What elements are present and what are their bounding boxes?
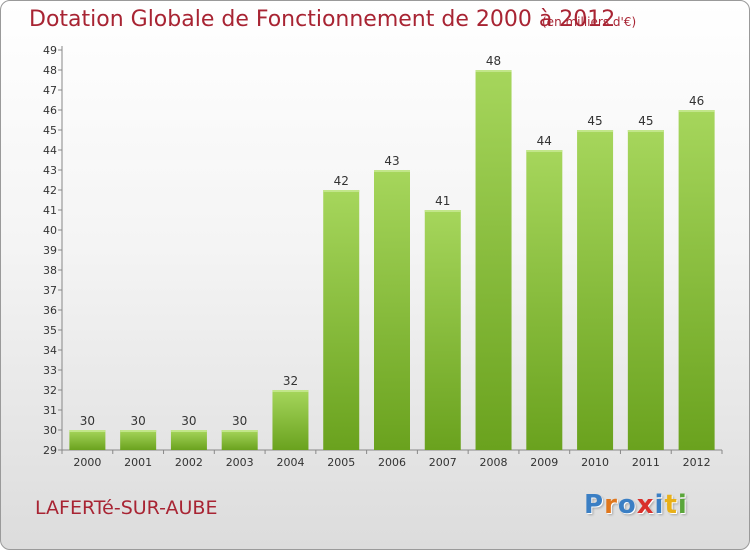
x-tick-label: 2011 bbox=[632, 456, 660, 469]
y-tick-label: 49 bbox=[43, 44, 57, 57]
bar-highlight bbox=[678, 110, 715, 112]
y-tick-label: 38 bbox=[43, 264, 57, 277]
data-label-2002: 30 bbox=[181, 414, 196, 428]
y-tick-label: 36 bbox=[43, 304, 57, 317]
data-label-2007: 41 bbox=[435, 194, 450, 208]
data-label-2012: 46 bbox=[689, 94, 704, 108]
logo-letter: i bbox=[654, 490, 665, 520]
data-label-2006: 43 bbox=[384, 154, 399, 168]
y-tick-label: 48 bbox=[43, 64, 57, 77]
y-tick-label: 39 bbox=[43, 244, 57, 257]
y-tick-label: 34 bbox=[43, 344, 57, 357]
data-label-2003: 30 bbox=[232, 414, 247, 428]
bar-2005 bbox=[323, 190, 360, 450]
y-tick-label: 42 bbox=[43, 184, 57, 197]
y-axis: 29 30 31 32 33 34 35 36 37 38 39 40 41 42 43 44 45 46 47 48… bbox=[43, 44, 63, 457]
bar-2003 bbox=[221, 430, 258, 450]
x-axis: 2000 2001 2002 2003 2004 2005 2006 2007 2008 2009… bbox=[61, 449, 723, 469]
bar-highlight bbox=[170, 430, 207, 432]
logo-letter: x bbox=[636, 490, 655, 520]
y-tick-label: 43 bbox=[43, 164, 57, 177]
bar-2007 bbox=[424, 210, 461, 450]
y-tick-label: 40 bbox=[43, 224, 57, 237]
data-label-2004: 32 bbox=[283, 374, 298, 388]
y-tick-label: 44 bbox=[43, 144, 57, 157]
bar-2006 bbox=[374, 170, 410, 450]
bar-highlight bbox=[323, 190, 360, 192]
y-tick-label: 32 bbox=[43, 384, 57, 397]
logo-letter: P bbox=[584, 490, 605, 520]
x-tick-label: 2003 bbox=[226, 456, 254, 469]
x-tick-label: 2007 bbox=[429, 456, 457, 469]
x-tick-label: 2006 bbox=[378, 456, 406, 469]
x-tick-label: 2000 bbox=[73, 456, 101, 469]
y-tick-label: 37 bbox=[43, 284, 57, 297]
bar-highlight bbox=[424, 210, 461, 212]
bar-highlight bbox=[221, 430, 258, 432]
logo-letter: t bbox=[664, 490, 678, 520]
x-tick-label: 2005 bbox=[327, 456, 355, 469]
bars: 30 30 30 30 32 42 43 41 48 44 45 45 46 bbox=[69, 54, 715, 450]
bar-highlight bbox=[577, 130, 614, 132]
bar-2009 bbox=[526, 150, 563, 450]
bar-highlight bbox=[526, 150, 563, 152]
y-tick-label: 31 bbox=[43, 404, 57, 417]
x-tick-label: 2012 bbox=[683, 456, 711, 469]
y-tick-label: 47 bbox=[43, 84, 57, 97]
y-tick-label: 46 bbox=[43, 104, 57, 117]
y-tick-label: 35 bbox=[43, 324, 57, 337]
chart-title: Dotation Globale de Fonctionnement de 20… bbox=[29, 7, 616, 32]
data-label-2010: 45 bbox=[587, 114, 602, 128]
bar-2001 bbox=[120, 430, 157, 450]
y-tick-label: 45 bbox=[43, 124, 57, 137]
bar-2011 bbox=[627, 130, 664, 450]
bar-highlight bbox=[627, 130, 664, 132]
bar-2004 bbox=[272, 390, 309, 450]
y-tick-label: 29 bbox=[43, 444, 57, 457]
y-tick-label: 30 bbox=[43, 424, 57, 437]
bar-highlight bbox=[475, 70, 512, 72]
proxiti-logo[interactable]: Proxiti bbox=[584, 490, 688, 520]
logo-letter: i bbox=[677, 490, 688, 520]
bar-2008 bbox=[475, 70, 512, 450]
logo-letter: r bbox=[604, 490, 618, 520]
data-label-2001: 30 bbox=[131, 414, 146, 428]
data-label-2000: 30 bbox=[80, 414, 95, 428]
bar-highlight bbox=[272, 390, 309, 392]
commune-name: LAFERTé-SUR-AUBE bbox=[35, 497, 218, 519]
bar-highlight bbox=[374, 170, 410, 172]
chart-unit: (en milliers d'€) bbox=[542, 15, 637, 29]
x-tick-label: 2010 bbox=[581, 456, 609, 469]
y-tick-label: 33 bbox=[43, 364, 57, 377]
x-tick-label: 2002 bbox=[175, 456, 203, 469]
data-label-2008: 48 bbox=[486, 54, 501, 68]
y-tick-label: 41 bbox=[43, 204, 57, 217]
data-label-2005: 42 bbox=[334, 174, 349, 188]
bar-2002 bbox=[170, 430, 207, 450]
x-tick-label: 2008 bbox=[480, 456, 508, 469]
bar-2010 bbox=[577, 130, 614, 450]
bar-highlight bbox=[69, 430, 106, 432]
bar-highlight bbox=[120, 430, 157, 432]
data-label-2009: 44 bbox=[537, 134, 552, 148]
data-label-2011: 45 bbox=[638, 114, 653, 128]
logo-letter: o bbox=[617, 490, 637, 520]
x-tick-label: 2001 bbox=[124, 456, 152, 469]
bar-2012 bbox=[678, 110, 715, 450]
x-tick-label: 2009 bbox=[530, 456, 558, 469]
bar-2000 bbox=[69, 430, 106, 450]
x-tick-label: 2004 bbox=[276, 456, 304, 469]
